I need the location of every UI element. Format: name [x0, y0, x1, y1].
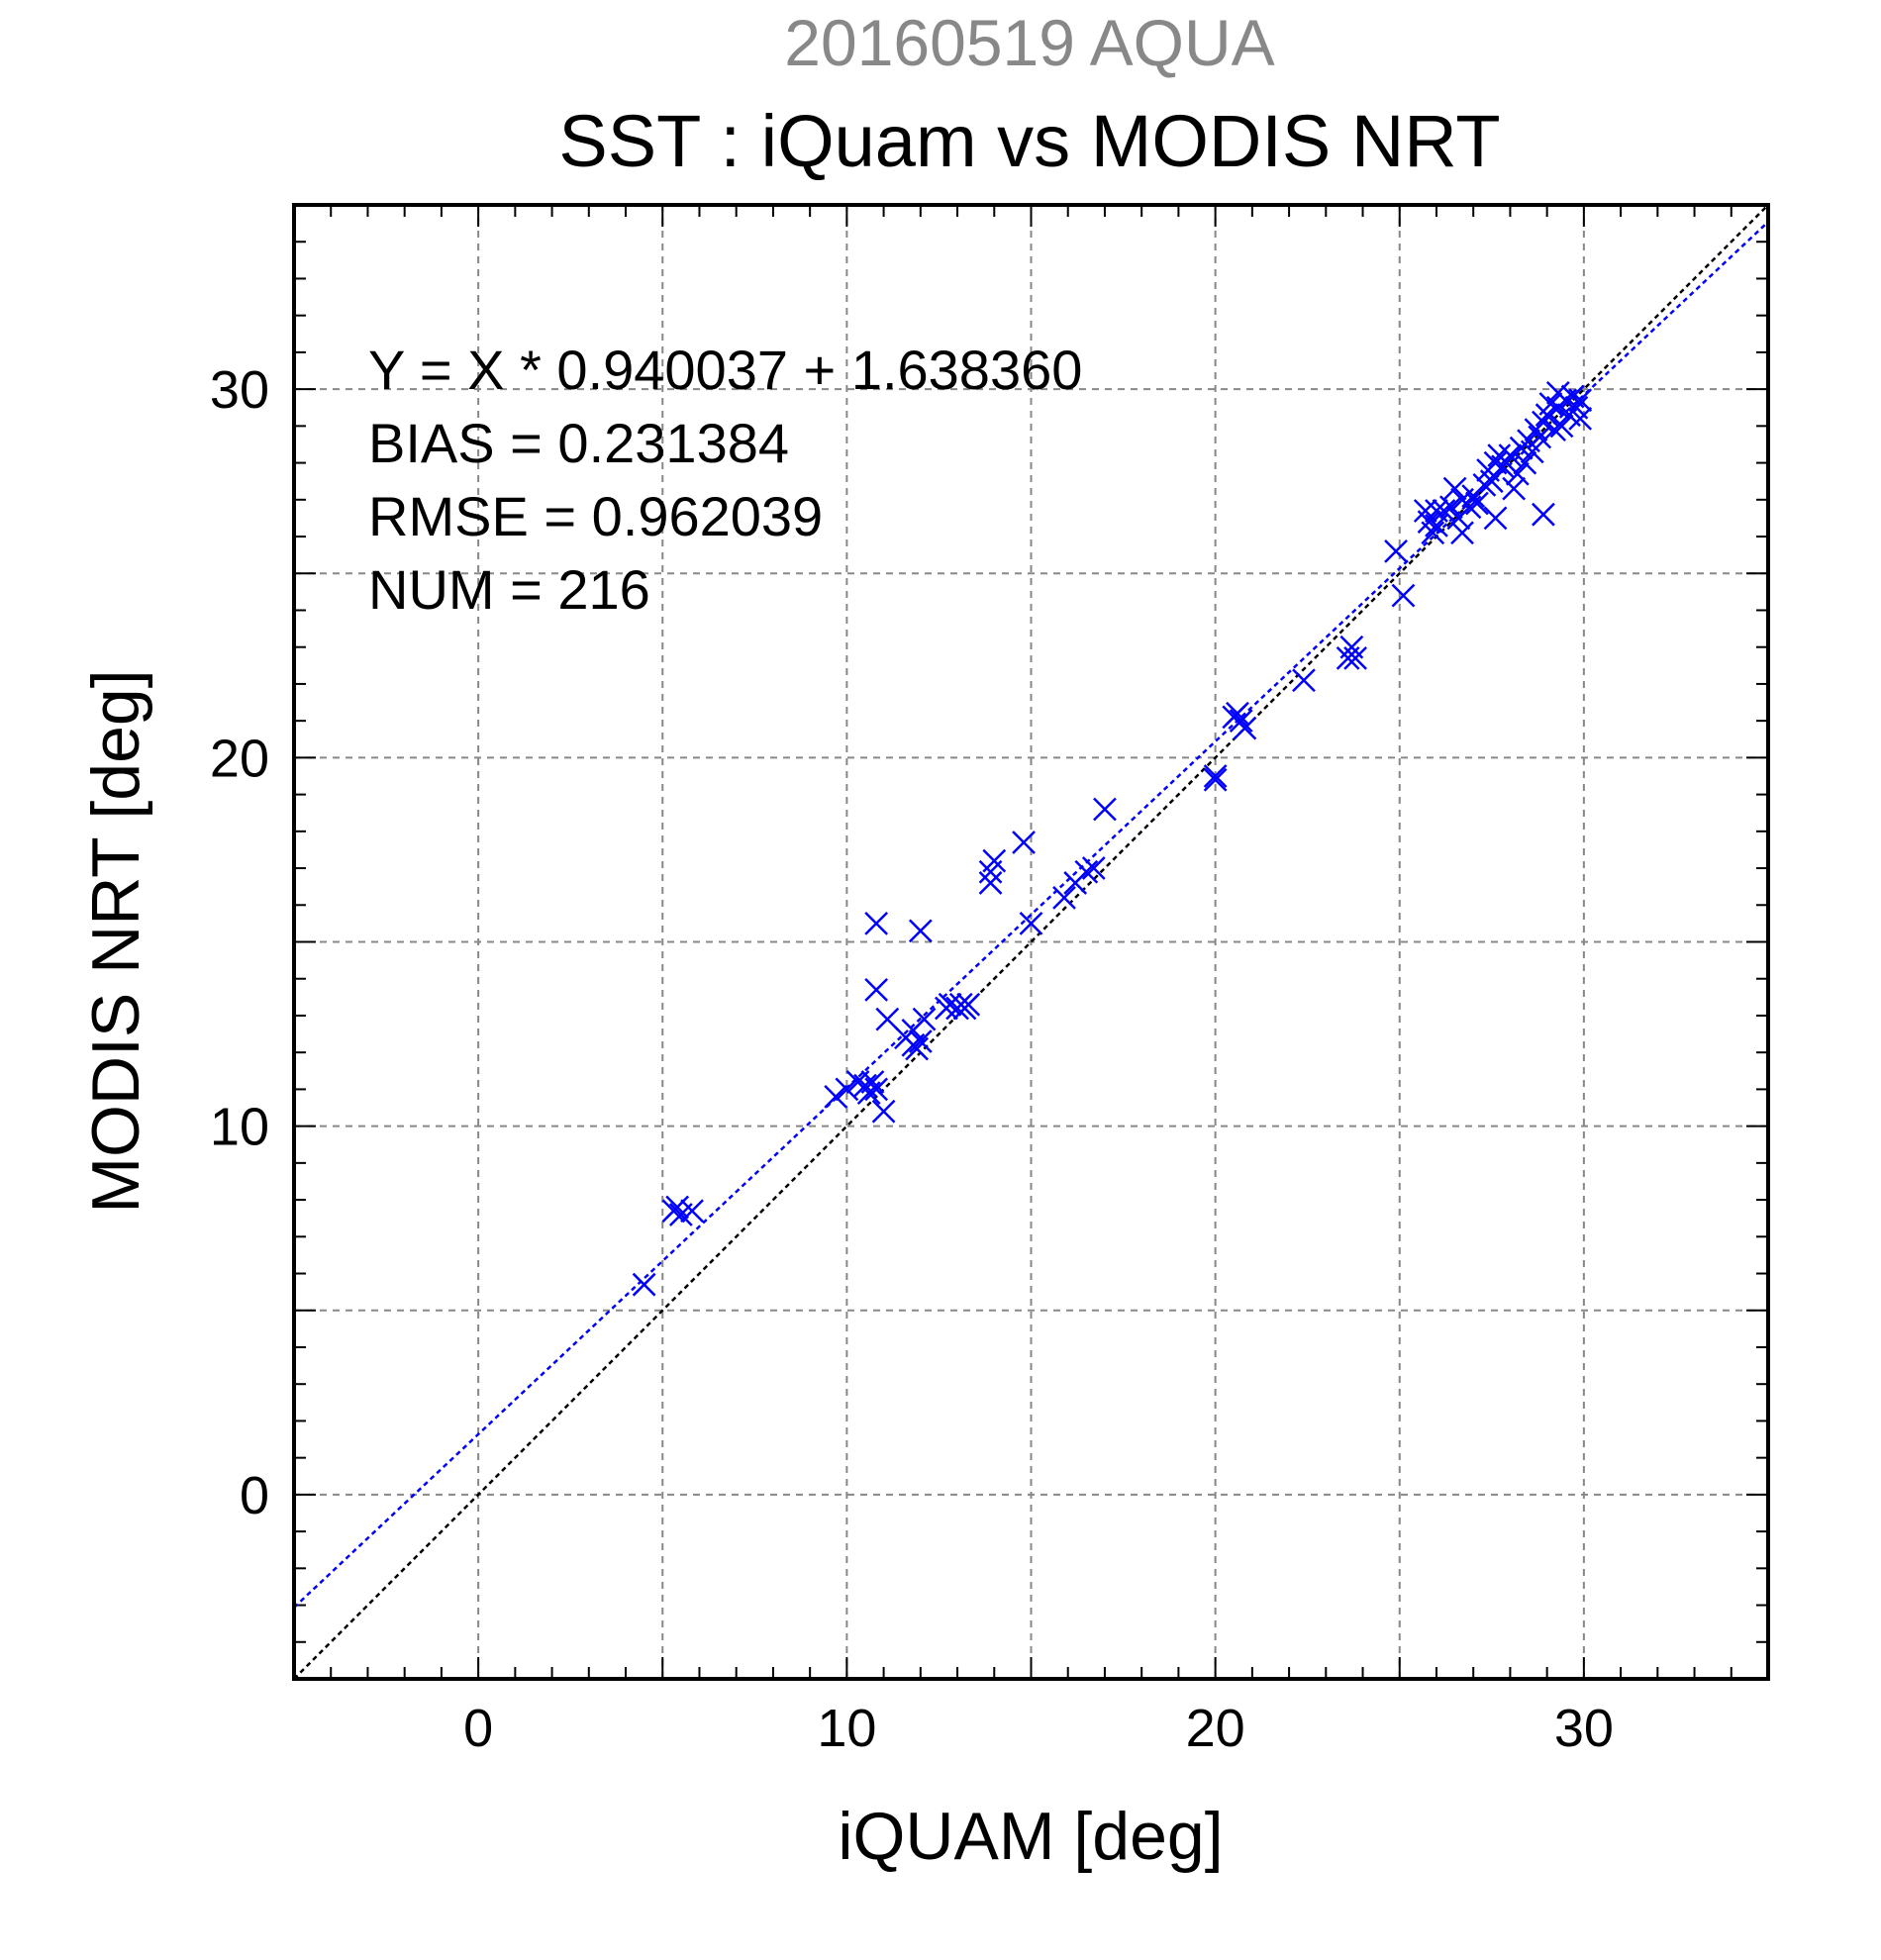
data-point: [1391, 583, 1416, 608]
stats-annotation: Y = X * 0.940037 + 1.638360 BIAS = 0.231…: [368, 339, 1082, 621]
y-tick-labels: 0 10 20 30: [210, 360, 269, 1525]
data-point: [978, 871, 1003, 895]
data-point: [1549, 414, 1574, 439]
data-point: [1226, 701, 1249, 726]
data-point: [1538, 392, 1563, 416]
data-point: [1081, 856, 1106, 880]
data-point: [1442, 476, 1467, 501]
data-point: [632, 1272, 656, 1297]
data-point: [835, 1077, 859, 1102]
x-tick-label: 10: [817, 1699, 876, 1758]
data-point: [1450, 521, 1474, 545]
data-point: [1229, 709, 1253, 734]
y-axis-label: MODIS NRT [deg]: [78, 669, 153, 1213]
data-point: [1012, 831, 1036, 854]
data-point: [1472, 473, 1497, 497]
data-point: [864, 978, 889, 1002]
data-point: [1421, 521, 1445, 545]
data-point: [1343, 645, 1367, 670]
data-point: [908, 1029, 933, 1053]
data-points: [632, 380, 1593, 1297]
data-point: [982, 848, 1007, 873]
data-point: [1438, 495, 1463, 520]
data-point: [1052, 885, 1076, 910]
data-point: [1479, 469, 1504, 494]
data-point: [908, 919, 933, 943]
data-point: [665, 1195, 690, 1220]
data-point: [1093, 797, 1117, 822]
data-point: [875, 1007, 900, 1031]
data-point: [1292, 668, 1316, 693]
data-point: [912, 1007, 937, 1031]
data-point: [1425, 513, 1448, 538]
x-tick-label: 0: [463, 1699, 493, 1758]
y-tick-label: 20: [210, 729, 269, 788]
data-point: [864, 912, 889, 935]
x-tick-labels: 0 10 20 30: [463, 1699, 1614, 1758]
data-point: [1505, 461, 1530, 486]
fit-equation: Y = X * 0.940037 + 1.638360: [368, 339, 1082, 401]
data-point: [1074, 859, 1099, 884]
x-tick-label: 20: [1186, 1699, 1245, 1758]
data-point: [1483, 450, 1508, 475]
y-tick-label: 0: [240, 1466, 269, 1525]
rmse-text: RMSE = 0.962039: [368, 485, 823, 547]
data-point: [1532, 502, 1555, 527]
data-point: [1203, 764, 1228, 788]
data-point: [1498, 443, 1523, 468]
plot-frame: [292, 203, 1770, 1681]
grid-lines: [294, 205, 1768, 1679]
data-point: [1520, 440, 1544, 464]
data-point: [1568, 407, 1593, 431]
reference-lines: [293, 204, 1769, 1680]
fit-line: [293, 221, 1769, 1609]
chart-title: SST : iQuam vs MODIS NRT: [558, 100, 1500, 182]
data-point: [680, 1199, 704, 1224]
data-point: [1465, 491, 1489, 516]
y-tick-label: 10: [210, 1098, 269, 1157]
data-point: [905, 1036, 929, 1061]
data-point: [1384, 539, 1408, 563]
data-point: [938, 992, 962, 1017]
data-point: [1432, 499, 1456, 523]
x-axis-label: iQUAM [deg]: [838, 1799, 1223, 1874]
chart-supertitle: 20160519 AQUA: [784, 6, 1274, 79]
x-tick-label: 30: [1554, 1699, 1614, 1758]
data-point: [864, 1077, 889, 1102]
num-text: NUM = 216: [368, 558, 650, 621]
data-point: [1528, 425, 1552, 449]
data-point: [1513, 450, 1537, 475]
data-point: [956, 992, 981, 1017]
data-point: [860, 1070, 885, 1094]
data-point: [1502, 476, 1527, 501]
data-point: [1233, 716, 1257, 740]
bias-text: BIAS = 0.231384: [368, 412, 789, 474]
data-point: [824, 1084, 848, 1109]
data-point: [871, 1099, 896, 1124]
y-tick-label: 30: [210, 360, 269, 420]
data-point: [1483, 506, 1508, 531]
data-point: [1019, 912, 1043, 935]
data-point: [1203, 767, 1228, 792]
data-point: [1568, 388, 1593, 413]
